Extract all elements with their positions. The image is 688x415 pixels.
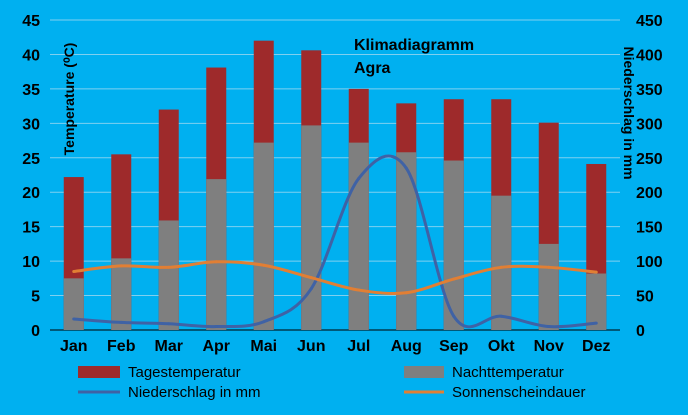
point-niederschlag [262, 320, 266, 324]
y-tick-left-label: 20 [22, 185, 40, 202]
point-sonnenscheindauer [404, 291, 408, 295]
legend-swatch-tagestemperatur [78, 366, 120, 378]
y-axis-right-ticks: 0 50 100 150 200 250 300 350 400 450 [636, 13, 663, 340]
y-tick-right-label: 450 [636, 13, 663, 30]
y-tick-left-label: 0 [31, 323, 40, 340]
y-tick-left-label: 10 [22, 254, 40, 271]
legend-label-nachttemperatur: Nachttemperatur [452, 364, 564, 381]
y-tick-right-label: 400 [636, 47, 663, 64]
bar-nachttemperatur [538, 243, 559, 330]
x-tick-label: Mai [250, 338, 277, 355]
bar-nachttemperatur [206, 179, 227, 330]
x-tick-label: Nov [534, 338, 564, 355]
y-tick-right-label: 150 [636, 220, 663, 237]
point-sonnenscheindauer [167, 265, 171, 269]
point-niederschlag [119, 320, 123, 324]
point-sonnenscheindauer [262, 263, 266, 267]
y-tick-left-label: 45 [22, 13, 40, 30]
point-sonnenscheindauer [452, 277, 456, 281]
x-axis-ticks: Jan Feb Mar Apr Mai Jun Jul Aug Sep Okt Nov Dez [60, 338, 611, 355]
point-niederschlag [72, 317, 76, 321]
point-sonnenscheindauer [357, 288, 361, 292]
chart-title: Klimadiagramm [354, 37, 474, 54]
bar-nachttemperatur [253, 142, 274, 330]
point-sonnenscheindauer [594, 270, 598, 274]
point-sonnenscheindauer [499, 265, 503, 269]
bar-nachttemperatur [158, 220, 179, 330]
point-niederschlag [404, 166, 408, 170]
legend: Tagestemperatur Nachttemperatur Niedersc… [78, 364, 585, 401]
point-sonnenscheindauer [72, 269, 76, 273]
bar-nachttemperatur [396, 152, 417, 330]
x-tick-label: Sep [439, 338, 469, 355]
y-tick-left-label: 5 [31, 289, 40, 306]
bar-nachttemperatur [111, 258, 132, 330]
y-tick-left-label: 25 [22, 151, 40, 168]
point-niederschlag [309, 287, 313, 291]
x-tick-label: Apr [202, 338, 230, 355]
y-tick-right-label: 0 [636, 323, 645, 340]
gridlines [50, 19, 620, 331]
bar-nachttemperatur [63, 278, 84, 330]
point-sonnenscheindauer [547, 265, 551, 269]
legend-label-niederschlag: Niederschlag in mm [128, 384, 261, 401]
y-tick-left-label: 15 [22, 220, 40, 237]
bar-nachttemperatur [586, 273, 607, 330]
x-tick-label: Jun [297, 338, 325, 355]
x-tick-label: Feb [107, 338, 136, 355]
point-niederschlag [167, 322, 171, 326]
y-tick-right-label: 100 [636, 254, 663, 271]
legend-swatch-nachttemperatur [404, 366, 444, 378]
chart-subtitle: Agra [354, 60, 391, 77]
x-tick-label: Dez [582, 338, 610, 355]
y-tick-right-label: 200 [636, 185, 663, 202]
x-tick-label: Jan [60, 338, 88, 355]
point-niederschlag [499, 314, 503, 318]
y-tick-right-label: 350 [636, 82, 663, 99]
point-sonnenscheindauer [309, 276, 313, 280]
point-niederschlag [547, 325, 551, 329]
legend-label-tagestemperatur: Tagestemperatur [128, 364, 241, 381]
x-tick-label: Okt [488, 338, 515, 355]
point-niederschlag [452, 314, 456, 318]
x-tick-label: Jul [347, 338, 370, 355]
y-tick-right-label: 50 [636, 289, 654, 306]
y-axis-left-label: Temperature (⁰C) [61, 43, 77, 156]
point-niederschlag [357, 176, 361, 180]
y-tick-left-label: 40 [22, 47, 40, 64]
point-sonnenscheindauer [119, 264, 123, 268]
bars [63, 40, 607, 331]
line-sonnenscheindauer [73, 260, 597, 295]
point-niederschlag [214, 325, 218, 329]
y-tick-left-label: 35 [22, 82, 40, 99]
legend-label-sonnenscheindauer: Sonnenscheindauer [452, 384, 585, 401]
x-tick-label: Mar [155, 338, 183, 355]
point-sonnenscheindauer [214, 260, 218, 264]
y-axis-right-label: Niederschlag in mm [621, 46, 637, 179]
y-tick-right-label: 250 [636, 151, 663, 168]
point-niederschlag [594, 321, 598, 325]
y-axis-left-ticks: 0 5 10 15 20 25 30 35 40 45 [22, 13, 40, 340]
bar-nachttemperatur [443, 160, 464, 330]
bar-nachttemperatur [491, 195, 512, 330]
x-tick-label: Aug [391, 338, 422, 355]
y-tick-right-label: 300 [636, 116, 663, 133]
y-tick-left-label: 30 [22, 116, 40, 133]
bar-nachttemperatur [348, 142, 369, 330]
series-lines [72, 154, 598, 329]
